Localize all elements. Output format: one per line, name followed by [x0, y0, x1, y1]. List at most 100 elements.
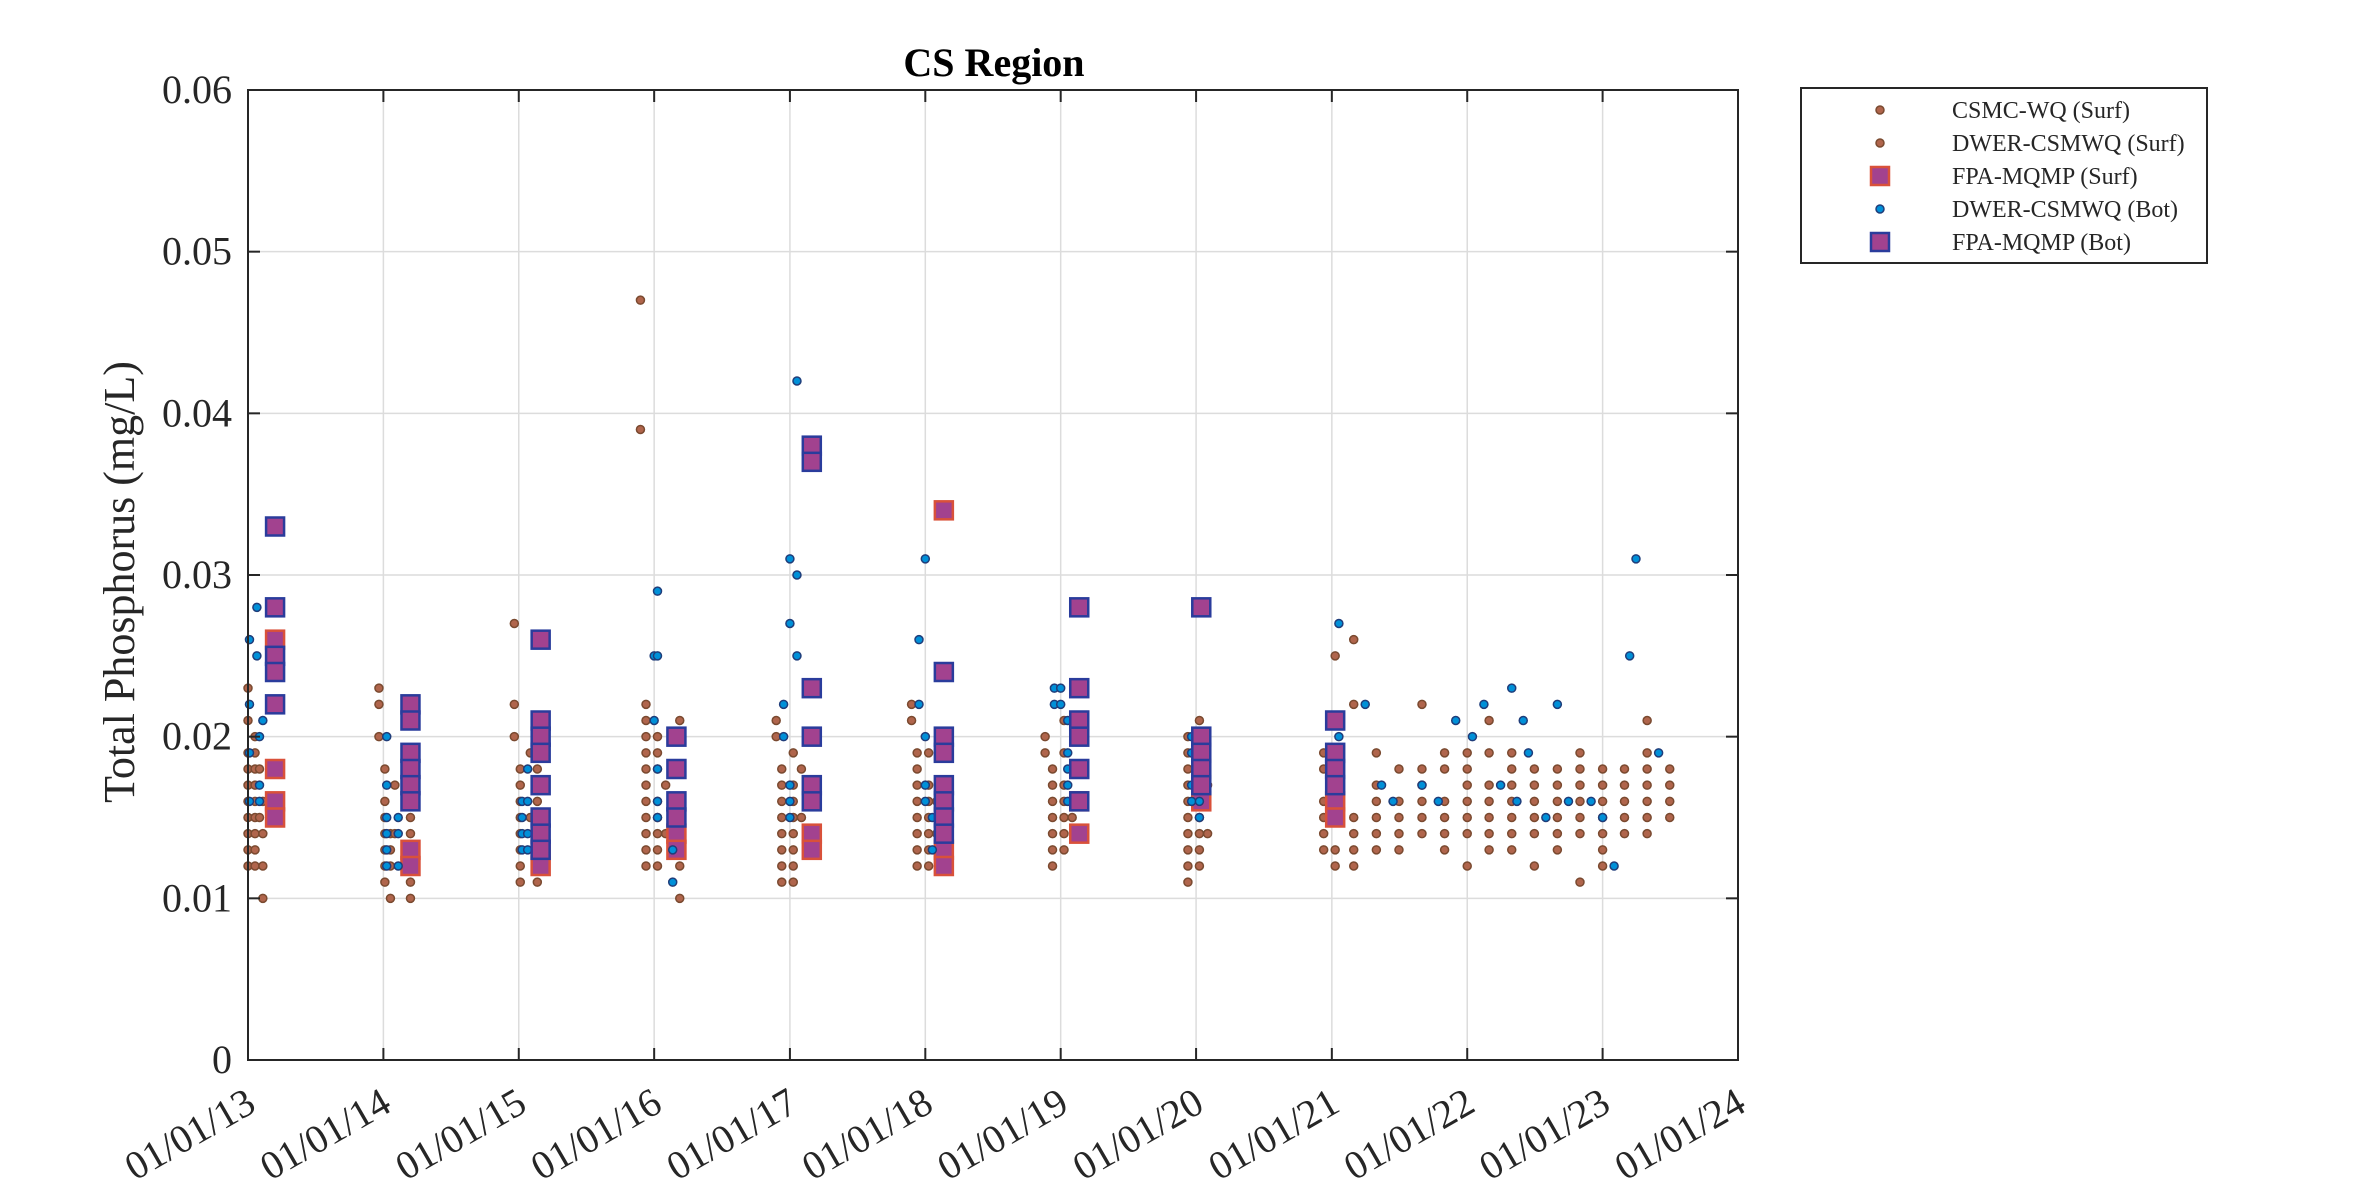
data-point-csmc-wq-surf	[1619, 812, 1630, 823]
data-point-csmc-wq-surf	[1417, 796, 1427, 807]
data-point-csmc-wq-surf	[641, 845, 651, 855]
data-point-csmc-wq-surf	[1330, 651, 1340, 661]
data-point-fpa-mqmp-bot	[801, 677, 823, 699]
data-point-csmc-wq-surf	[1597, 796, 1608, 807]
data-point-dwer-csmwq-bot	[785, 618, 795, 629]
data-point-csmc-wq-surf	[1040, 731, 1050, 742]
data-point-fpa-mqmp-surf	[1324, 807, 1346, 828]
data-point-csmc-wq-surf	[635, 295, 646, 305]
data-point-dwer-csmwq-bot	[244, 796, 255, 807]
data-point-csmc-wq-surf	[1529, 812, 1540, 823]
data-point-csmc-wq-surf	[1194, 845, 1205, 855]
data-point-csmc-wq-surf	[1552, 812, 1563, 823]
data-point-dwer-csmwq-bot	[667, 845, 678, 855]
data-point-dwer-csmwq-bot	[1541, 812, 1551, 823]
data-point-csmc-wq-surf	[1439, 812, 1450, 823]
data-point-fpa-mqmp-surf	[400, 855, 421, 877]
data-point-fpa-mqmp-bot	[933, 661, 955, 683]
data-point-csmc-wq-surf	[1552, 780, 1563, 790]
data-point-csmc-wq-surf	[1047, 845, 1058, 855]
legend[interactable]: CSMC-WQ (Surf) DWER-CSMWQ (Surf) FPA-MQMP …	[1800, 87, 2208, 264]
data-point-csmc-wq-surf	[1059, 845, 1069, 855]
data-point-csmc-wq-surf	[1462, 780, 1472, 790]
data-point-dwer-csmwq-bot	[1334, 618, 1344, 629]
data-point-csmc-wq-surf	[250, 861, 260, 871]
data-point-csmc-wq-surf	[385, 893, 396, 904]
data-point-csmc-wq-surf	[1552, 796, 1563, 807]
data-point-dwer-csmwq-bot	[1597, 812, 1608, 823]
data-point-csmc-wq-surf	[788, 828, 799, 839]
data-point-dwer-csmwq-bot	[254, 796, 265, 807]
data-point-dwer-csmwq-bot	[920, 554, 931, 564]
data-point-csmc-wq-surf	[1506, 780, 1517, 790]
data-point-dwer-csmwq-bot	[1194, 812, 1205, 823]
data-point-dwer-csmwq-bot	[920, 780, 931, 790]
y-tick-label: 0.01	[162, 875, 232, 920]
data-point-csmc-wq-surf	[1047, 780, 1058, 790]
data-point-csmc-wq-surf	[1462, 796, 1472, 807]
data-point-csmc-wq-surf	[1642, 828, 1652, 839]
data-point-csmc-wq-surf	[1462, 748, 1472, 758]
data-point-csmc-wq-surf	[641, 764, 651, 774]
data-point-csmc-wq-surf	[1040, 748, 1050, 758]
data-point-csmc-wq-surf	[912, 764, 922, 774]
data-point-fpa-mqmp-bot	[666, 807, 687, 828]
data-point-csmc-wq-surf	[515, 877, 526, 887]
data-point-csmc-wq-surf	[1484, 796, 1494, 807]
data-point-dwer-csmwq-bot	[927, 845, 938, 855]
data-point-dwer-csmwq-bot	[1194, 796, 1205, 807]
data-point-csmc-wq-surf	[1665, 796, 1675, 807]
data-point-fpa-mqmp-surf	[264, 807, 286, 828]
data-point-csmc-wq-surf	[1552, 845, 1563, 855]
data-point-csmc-wq-surf	[1047, 764, 1058, 774]
data-point-fpa-mqmp-bot	[1068, 791, 1090, 812]
data-point-csmc-wq-surf	[1597, 780, 1608, 790]
data-point-fpa-mqmp-bot	[264, 597, 286, 618]
data-point-dwer-csmwq-bot	[1062, 780, 1073, 790]
data-point-dwer-csmwq-bot	[393, 812, 403, 823]
data-point-dwer-csmwq-bot	[244, 748, 255, 758]
data-point-csmc-wq-surf	[1619, 780, 1630, 790]
data-point-dwer-csmwq-bot	[1450, 715, 1461, 726]
data-point-fpa-mqmp-bot	[264, 661, 286, 683]
legend-marker-fpa-mqmp-bot	[1869, 231, 1891, 253]
data-point-dwer-csmwq-bot	[1467, 731, 1478, 742]
data-point-csmc-wq-surf	[1348, 861, 1359, 871]
data-point-csmc-wq-surf	[912, 861, 922, 871]
data-point-dwer-csmwq-bot	[254, 780, 265, 790]
data-point-csmc-wq-surf	[374, 683, 384, 693]
data-point-fpa-mqmp-bot	[1324, 774, 1346, 796]
data-point-csmc-wq-surf	[509, 618, 520, 629]
data-point-csmc-wq-surf	[788, 748, 799, 758]
data-point-csmc-wq-surf	[1462, 861, 1472, 871]
data-point-csmc-wq-surf	[641, 828, 651, 839]
data-point-csmc-wq-surf	[1371, 796, 1382, 807]
data-point-csmc-wq-surf	[1330, 845, 1340, 855]
data-point-fpa-mqmp-surf	[264, 758, 286, 780]
data-point-csmc-wq-surf	[1417, 812, 1427, 823]
data-point-fpa-mqmp-bot	[1068, 726, 1090, 747]
series-fpa-mqmp-bot	[264, 435, 1346, 861]
data-point-fpa-mqmp-bot	[666, 726, 687, 747]
data-point-csmc-wq-surf	[1439, 845, 1450, 855]
data-point-csmc-wq-surf	[1371, 748, 1382, 758]
chart-title: CS Region	[903, 40, 1084, 85]
data-point-fpa-mqmp-bot	[1324, 710, 1346, 731]
data-point-dwer-csmwq-bot	[652, 764, 663, 774]
data-point-fpa-mqmp-bot	[1191, 597, 1212, 618]
data-point-csmc-wq-surf	[652, 748, 663, 758]
data-point-csmc-wq-surf	[1417, 828, 1427, 839]
data-point-dwer-csmwq-bot	[667, 877, 678, 887]
data-point-fpa-mqmp-bot	[666, 758, 687, 780]
data-point-dwer-csmwq-bot	[381, 780, 392, 790]
data-point-csmc-wq-surf	[405, 877, 416, 887]
y-axis-label: Total Phosphorus (mg/L)	[95, 361, 144, 803]
data-point-fpa-mqmp-surf	[1068, 823, 1090, 844]
data-point-csmc-wq-surf	[1642, 748, 1652, 758]
data-point-csmc-wq-surf	[652, 861, 663, 871]
data-point-dwer-csmwq-bot	[381, 812, 392, 823]
data-point-csmc-wq-surf	[1529, 780, 1540, 790]
data-point-dwer-csmwq-bot	[244, 634, 255, 645]
data-point-csmc-wq-surf	[1417, 699, 1427, 710]
data-point-csmc-wq-surf	[1665, 812, 1675, 823]
